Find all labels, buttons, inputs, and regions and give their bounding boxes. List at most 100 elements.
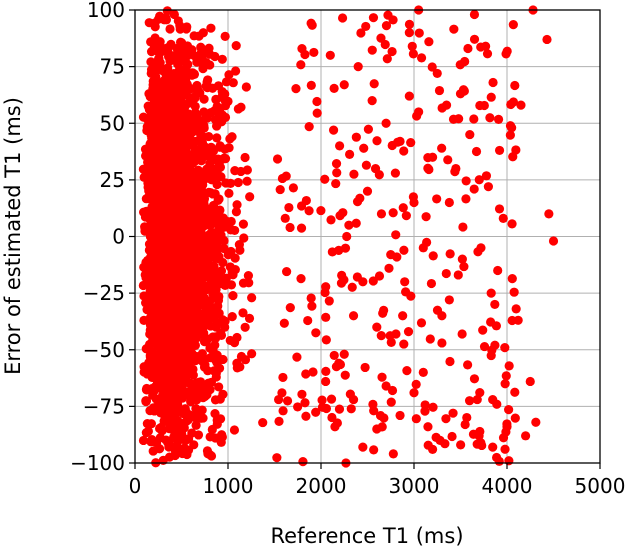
data-point [510, 387, 520, 397]
data-point [403, 327, 414, 337]
data-point [243, 271, 254, 281]
data-point [440, 439, 450, 449]
data-point [428, 402, 438, 412]
data-point [244, 313, 255, 323]
data-point [398, 311, 408, 321]
data-point [476, 42, 486, 52]
data-point [320, 174, 330, 184]
data-point [207, 303, 217, 313]
data-point [332, 418, 342, 428]
data-point [516, 100, 526, 110]
data-point [409, 388, 419, 398]
data-point [376, 209, 387, 219]
data-point [317, 395, 327, 405]
data-point [210, 189, 220, 199]
data-point [148, 446, 158, 456]
y-tick-label: −75 [83, 394, 125, 418]
data-point [355, 193, 365, 203]
data-point [178, 133, 188, 143]
data-point [183, 59, 193, 69]
data-point [155, 433, 165, 443]
data-point [486, 317, 496, 327]
data-point [493, 265, 503, 276]
data-point [301, 195, 311, 206]
data-point [388, 208, 398, 218]
data-point [326, 394, 337, 404]
data-point [490, 299, 500, 310]
data-point [143, 101, 153, 111]
data-point [173, 108, 184, 118]
data-point [177, 266, 188, 276]
data-point [422, 237, 432, 247]
data-point [231, 40, 241, 51]
x-tick-label: 5000 [575, 474, 626, 498]
data-point [384, 263, 394, 273]
data-point [192, 391, 202, 401]
y-tick-label: 50 [100, 111, 125, 135]
data-point [391, 230, 401, 240]
data-point [217, 54, 227, 64]
data-point [358, 442, 368, 452]
data-point [297, 389, 307, 399]
data-point [432, 194, 442, 204]
data-point [483, 182, 493, 192]
data-point [368, 13, 379, 23]
data-point [329, 350, 339, 361]
data-point [372, 322, 382, 332]
data-point [172, 294, 182, 304]
x-tick-label: 4000 [482, 474, 533, 498]
data-point [192, 57, 202, 67]
data-point [166, 229, 176, 239]
data-point [340, 243, 351, 253]
data-point [504, 361, 514, 371]
data-point [159, 379, 169, 389]
data-point [191, 109, 201, 119]
data-point [143, 163, 153, 174]
data-point [207, 203, 217, 213]
data-points [138, 5, 559, 468]
data-point [277, 388, 287, 398]
data-point [309, 47, 319, 58]
data-point [381, 381, 391, 391]
data-point [147, 133, 157, 144]
data-point [386, 397, 396, 407]
data-point [172, 148, 182, 158]
data-point [198, 413, 208, 423]
data-point [280, 213, 290, 223]
data-point [258, 417, 268, 428]
data-point [163, 358, 173, 368]
data-point [321, 366, 331, 376]
data-point [362, 186, 373, 196]
data-point [416, 53, 427, 63]
data-point [156, 42, 167, 53]
data-point [481, 171, 492, 181]
data-point [459, 86, 469, 96]
data-point [434, 85, 445, 96]
data-point [335, 359, 346, 370]
data-point [207, 219, 217, 229]
data-point [492, 452, 502, 463]
data-point [164, 110, 174, 120]
data-point [475, 426, 485, 437]
data-point [174, 274, 184, 285]
data-point [404, 19, 415, 29]
data-point [306, 80, 316, 90]
data-point [461, 194, 471, 204]
data-point [188, 126, 198, 137]
data-point [311, 328, 321, 338]
data-point [275, 184, 285, 195]
data-point [152, 126, 162, 136]
data-point [182, 51, 192, 61]
data-point [210, 51, 220, 62]
data-point [169, 264, 179, 274]
data-point [399, 146, 409, 156]
data-point [172, 203, 182, 214]
data-point [212, 133, 222, 143]
data-point [476, 438, 486, 448]
data-point [227, 132, 237, 142]
data-point [510, 413, 520, 423]
data-point [447, 431, 457, 442]
data-point [143, 156, 153, 166]
data-point [186, 396, 196, 407]
